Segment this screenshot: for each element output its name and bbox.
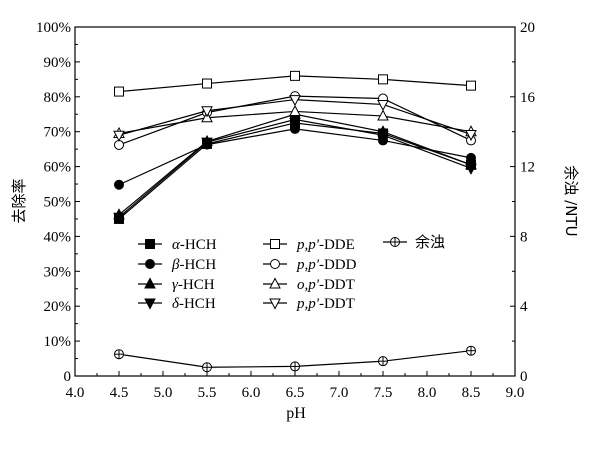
x-tick-label: 5.5 (198, 385, 217, 401)
data-point (466, 345, 476, 356)
data-point (377, 130, 389, 142)
legend-marker (269, 298, 281, 310)
legend-marker (390, 237, 400, 247)
series-7 (113, 95, 477, 142)
y-axis-label-right: 余浊 /NTU (562, 165, 580, 236)
legend-marker (144, 298, 156, 310)
data-point (290, 361, 300, 372)
legend-marker (269, 277, 281, 289)
legend-item: 余浊 (383, 233, 445, 251)
data-point (290, 70, 300, 81)
data-point (378, 74, 388, 85)
legend-item: γ-HCH (138, 277, 215, 293)
legend-label: 余浊 (415, 233, 445, 251)
y-tick-label: 30% (44, 264, 72, 280)
x-tick-label: 5.0 (154, 385, 173, 401)
x-tick-label: 7.0 (330, 385, 349, 401)
y-axis-right: 0 4 8 12 16 20 (510, 20, 536, 385)
legend-label: α-HCH (172, 237, 217, 253)
x-tick-label: 8.5 (462, 385, 481, 401)
legend: α-HCH β-HCH γ-HCH δ-HCH p,p'-DDE p,p'-DDD o,p'… (138, 233, 445, 312)
data-point (377, 109, 389, 121)
legend-marker (270, 239, 280, 249)
data-point (201, 106, 213, 118)
y2-tick-label: 8 (520, 229, 528, 245)
legend-item: o,p'-DDT (263, 277, 355, 293)
legend-item: α-HCH (138, 237, 217, 253)
series-line (118, 118, 472, 218)
data-point (113, 130, 125, 142)
data-point (202, 78, 212, 89)
data-point (378, 356, 388, 367)
series-4 (114, 70, 476, 97)
x-tick-label: 4.0 (66, 385, 85, 401)
y2-tick-label: 4 (520, 299, 528, 315)
data-point (113, 212, 125, 224)
series-3 (113, 114, 477, 224)
y-tick-label: 80% (44, 90, 72, 106)
x-tick-label: 8.0 (418, 385, 437, 401)
data-point (466, 80, 476, 91)
legend-marker (145, 259, 155, 269)
data-point (202, 362, 212, 373)
y-tick-label: 0 (64, 369, 72, 385)
x-tick-label: 9.0 (506, 385, 525, 401)
legend-label: δ-HCH (172, 296, 216, 312)
legend-label: p,p'-DDT (296, 296, 355, 312)
y2-tick-label: 0 (520, 369, 528, 385)
y2-tick-label: 16 (520, 90, 536, 106)
legend-item: β-HCH (138, 257, 216, 273)
x-tick-label: 6.5 (286, 385, 305, 401)
y-axis-label-left: 去除率 (10, 178, 28, 223)
series-1 (114, 123, 476, 190)
legend-item: p,p'-DDT (263, 296, 355, 312)
data-point (201, 137, 213, 149)
y-tick-label: 40% (44, 229, 72, 245)
x-axis-label: pH (286, 405, 306, 422)
legend-label: p,p'-DDD (296, 257, 357, 273)
legend-item: p,p'-DDD (263, 257, 357, 273)
series-0 (114, 117, 476, 224)
x-tick-label: 7.5 (374, 385, 393, 401)
y-tick-label: 90% (44, 55, 72, 71)
y-tick-label: 100% (36, 20, 71, 36)
data-point (465, 163, 477, 175)
y-tick-label: 10% (44, 334, 72, 350)
data-point (377, 99, 389, 112)
legend-marker (144, 277, 156, 289)
series-line (118, 128, 472, 186)
y2-tick-label: 20 (520, 20, 535, 36)
data-point (114, 86, 124, 97)
x-tick-label: 4.5 (110, 385, 129, 401)
series-layer (113, 70, 477, 373)
legend-marker (145, 239, 155, 249)
x-axis: 4.0 4.5 5.0 5.5 6.0 6.5 7.0 7.5 8.0 8.5 9.0 (66, 371, 525, 401)
x-tick-label: 6.0 (242, 385, 261, 401)
data-point (114, 179, 124, 190)
legend-marker (270, 259, 280, 269)
y-tick-label: 70% (44, 125, 72, 141)
legend-label: β-HCH (171, 257, 216, 273)
y-axis-left: 0 10% 20% 30% 40% 50% 60% 70% 80% 90% 100% (36, 20, 80, 385)
data-point (465, 129, 477, 142)
y-tick-label: 20% (44, 299, 72, 315)
data-point (289, 104, 301, 116)
series-8 (114, 345, 476, 373)
data-point (289, 95, 301, 107)
legend-label: p,p'-DDE (296, 237, 355, 253)
y-tick-label: 60% (44, 160, 72, 176)
legend-item: δ-HCH (138, 296, 216, 312)
data-point (114, 139, 124, 150)
y-tick-label: 50% (44, 195, 72, 211)
data-point (114, 349, 124, 360)
legend-item: p,p'-DDE (263, 237, 355, 253)
legend-label: γ-HCH (172, 277, 215, 293)
y2-tick-label: 12 (520, 160, 535, 176)
legend-label: o,p'-DDT (297, 277, 355, 293)
